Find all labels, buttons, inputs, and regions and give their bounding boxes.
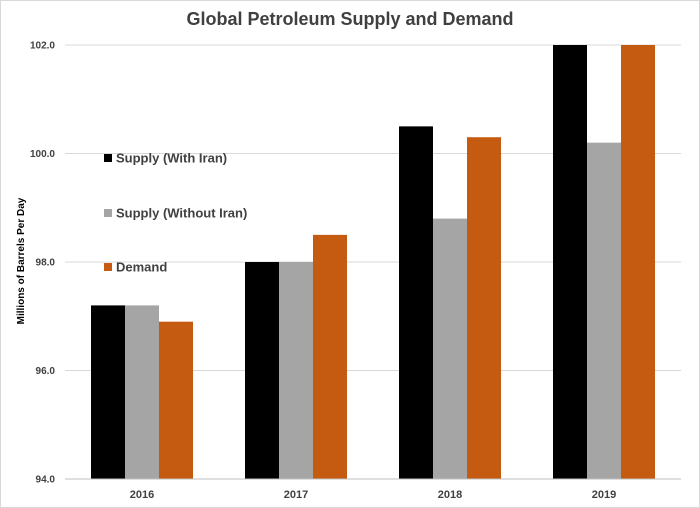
x-tick-label: 2018 (438, 489, 462, 501)
bar-2019-1 (587, 142, 621, 479)
legend-swatch (104, 154, 112, 162)
legend-swatch (104, 263, 112, 271)
bar-2017-0 (245, 262, 279, 479)
y-tick-label: 94.0 (36, 475, 56, 486)
bar-2017-1 (279, 262, 313, 479)
bar-2018-1 (433, 218, 467, 479)
x-tick-label: 2016 (130, 489, 154, 501)
bar-2016-0 (91, 305, 125, 479)
axes: 94.0 96.0 98.0 100.0 102.0 2016 2017 2018 2019 (30, 41, 681, 501)
bar-2017-2 (313, 234, 347, 479)
bar-2016-1 (125, 305, 159, 479)
x-tick-label: 2019 (592, 489, 616, 501)
y-tick-label: 96.0 (36, 366, 56, 377)
legend-label: Supply (With Iran) (116, 151, 227, 166)
legend-swatch (104, 209, 112, 217)
bars (91, 45, 655, 479)
legend-label: Demand (116, 260, 167, 275)
legend-label: Supply (Without Iran) (116, 206, 247, 221)
y-axis-label: Millions of Barrels Per Day (16, 197, 27, 324)
bar-2019-2 (621, 45, 655, 479)
y-tick-label: 102.0 (30, 41, 55, 52)
y-tick-label: 98.0 (36, 258, 56, 269)
x-tick-label: 2017 (284, 489, 308, 501)
bar-2016-2 (159, 321, 193, 479)
legend: Supply (With Iran) Supply (Without Iran) D… (104, 151, 247, 275)
chart-title: Global Petroleum Supply and Demand (186, 9, 513, 29)
bar-2018-0 (399, 126, 433, 479)
bar-2019-0 (553, 45, 587, 479)
bar-2018-2 (467, 137, 501, 479)
y-tick-label: 100.0 (30, 149, 55, 160)
